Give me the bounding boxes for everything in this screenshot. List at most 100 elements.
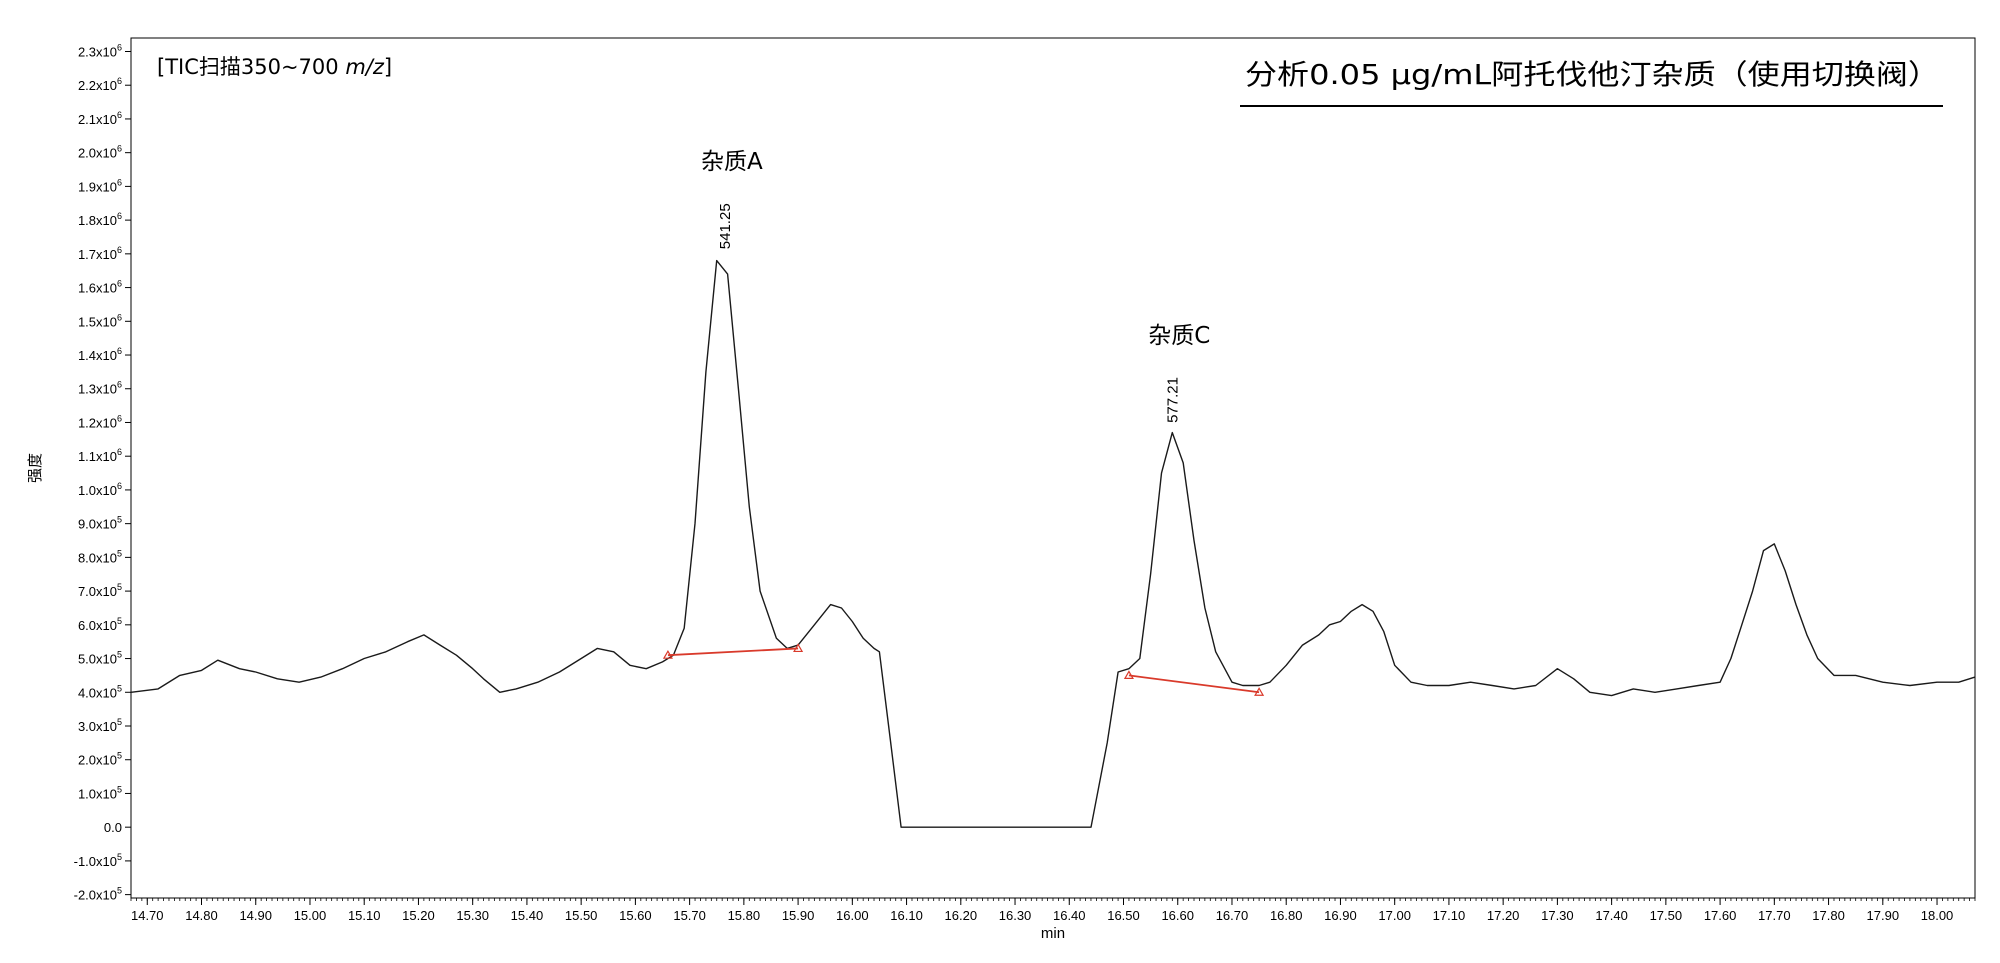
y-tick-label: 7.0x105 [78,582,122,599]
y-tick-exponent: 6 [117,447,122,457]
y-tick-mantissa: 1.8x10 [78,213,117,228]
x-tick-label: 16.40 [1053,908,1086,923]
x-tick-label: 17.90 [1867,908,1900,923]
y-tick-label: 1.4x106 [78,346,122,363]
y-tick-mantissa: 4.0x10 [78,685,117,700]
x-axis-label: min [1041,925,1065,942]
y-tick-exponent: 5 [117,852,122,862]
y-tick-exponent: 5 [117,650,122,660]
y-tick-label: -1.0x105 [74,852,122,869]
x-tick-label: 16.00 [836,908,869,923]
peak-name-label: 杂质A [701,149,763,175]
y-tick-mantissa: 8.0x10 [78,550,117,565]
x-axis: 14.70 14.80 14.90 15.00 15.10 15.20 15.30 15.40… [130,898,1976,923]
x-tick-label: 15.70 [673,908,706,923]
baseline-marker [1123,670,1134,680]
x-tick-label: 17.40 [1595,908,1628,923]
y-tick-mantissa: 7.0x10 [78,584,117,599]
y-tick-exponent: 5 [117,683,122,693]
peak-integration-baseline [667,647,799,657]
y-tick-label: 1.2x106 [78,413,122,430]
y-tick-mantissa: 1.9x10 [78,179,117,194]
y-tick-label: -2.0x105 [74,886,122,903]
y-tick-label: 2.2x106 [78,76,122,93]
peak-rt-label: 577.21 [1164,377,1181,423]
x-tick-label: 15.00 [294,908,327,923]
y-tick-label: 2.0x106 [78,144,122,161]
annotations: 541.25 杂质A 577.21 杂质C [662,149,1265,696]
y-tick-label: 8.0x105 [78,548,122,565]
y-tick-mantissa: 1.3x10 [78,382,117,397]
y-tick-exponent: 5 [117,886,122,896]
y-tick-exponent: 6 [117,279,122,289]
y-tick-mantissa: 2.0x10 [78,753,117,768]
x-tick-label: 14.80 [185,908,218,923]
y-tick-exponent: 6 [117,76,122,86]
y-tick-mantissa: 1.7x10 [78,247,117,262]
y-tick-exponent: 5 [117,784,122,794]
scan-info-italic: m/z [345,55,385,79]
baseline-marker [793,643,804,653]
peak-name-label: 杂质C [1148,323,1210,349]
y-tick-exponent: 6 [117,245,122,255]
y-tick-label: 9.0x105 [78,515,122,532]
y-tick-exponent: 5 [117,616,122,626]
y-tick-label: 5.0x105 [78,650,122,667]
y-tick-label: 1.0x106 [78,481,122,498]
y-tick-exponent: 6 [117,312,122,322]
x-tick-label: 16.90 [1324,908,1357,923]
y-axis-label: 强度 [27,453,44,483]
y-axis: 2.3x1062.2x1062.1x1062.0x1061.9x1061.8x1… [74,42,131,903]
x-tick-label: 15.10 [348,908,381,923]
y-tick-label: 1.7x106 [78,245,122,262]
y-tick-exponent: 5 [117,548,122,558]
x-tick-label: 17.70 [1758,908,1791,923]
x-tick-label: 16.20 [945,908,978,923]
y-tick-mantissa: 1.0x10 [78,786,117,801]
x-tick-label: 15.60 [619,908,652,923]
baseline-marker [662,649,673,659]
y-tick-mantissa: 2.1x10 [78,112,117,127]
y-tick-exponent: 5 [117,751,122,761]
y-tick-mantissa: 1.6x10 [78,281,117,296]
plot-frame [130,37,1976,899]
x-tick-label: 17.00 [1378,908,1411,923]
y-tick-exponent: 5 [117,582,122,592]
y-tick-label: 1.3x106 [78,380,122,397]
y-tick-label: 1.9x106 [78,177,122,194]
x-tick-label: 17.60 [1704,908,1737,923]
x-tick-label: 14.90 [239,908,272,923]
y-tick-mantissa: -2.0x10 [74,888,117,903]
y-tick-exponent: 5 [117,717,122,727]
y-tick-mantissa: 3.0x10 [78,719,117,734]
y-tick-exponent: 6 [117,380,122,390]
scan-info-suffix: ] [384,55,392,79]
y-tick-mantissa: 5.0x10 [78,652,117,667]
x-tick-label: 16.50 [1107,908,1140,923]
y-tick-label: 1.0x105 [78,784,122,801]
y-tick-label: 2.0x105 [78,751,122,768]
y-tick-label: 4.0x105 [78,683,122,700]
y-tick-mantissa: 6.0x10 [78,618,117,633]
y-tick-exponent: 5 [117,515,122,525]
x-tick-label: 17.30 [1541,908,1574,923]
y-tick-label: 1.6x106 [78,279,122,296]
y-tick-exponent: 6 [117,413,122,423]
y-tick-mantissa: -1.0x10 [74,854,117,869]
x-tick-label: 16.10 [890,908,923,923]
x-tick-label: 15.20 [402,908,435,923]
peak-integration-baseline [1128,674,1260,694]
plot-area [130,259,1976,828]
x-tick-label: 16.70 [1216,908,1249,923]
x-tick-label: 16.30 [999,908,1032,923]
y-tick-mantissa: 1.2x10 [78,415,117,430]
y-tick-mantissa: 9.0x10 [78,517,117,532]
x-tick-label: 15.30 [456,908,489,923]
scan-info-prefix: [TIC扫描350~700 [157,55,345,79]
y-tick-mantissa: 1.0x10 [78,483,117,498]
x-tick-label: 15.40 [511,908,544,923]
y-tick-exponent: 6 [117,144,122,154]
x-tick-label: 17.10 [1433,908,1466,923]
y-tick-label: 3.0x105 [78,717,122,734]
